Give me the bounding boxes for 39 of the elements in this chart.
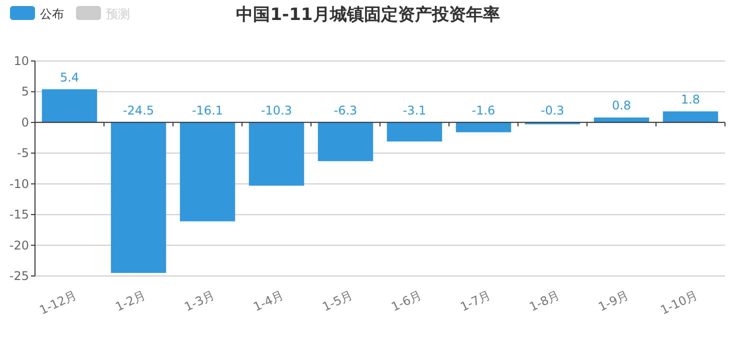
chart-title: 中国1-11月城镇固定资产投资年率 <box>236 5 500 25</box>
y-tick-label: -25 <box>9 269 29 283</box>
legend-label: 公布 <box>40 7 64 21</box>
bar <box>42 89 98 122</box>
data-label: -3.1 <box>402 103 426 118</box>
y-tick-label: -10 <box>9 176 29 191</box>
data-label: -24.5 <box>122 103 154 118</box>
bar <box>318 122 374 162</box>
data-label: -0.3 <box>540 103 564 118</box>
data-label: -6.3 <box>334 103 358 118</box>
y-tick-label: -5 <box>17 146 29 160</box>
bar <box>386 122 442 142</box>
y-tick-label: 0 <box>21 115 29 130</box>
y-tick-label: 5 <box>21 84 29 99</box>
bar <box>662 111 718 122</box>
bar <box>456 122 512 132</box>
y-tick-label: -20 <box>9 238 29 252</box>
x-tick-label: 1-10月 <box>658 288 700 318</box>
data-label: -10.3 <box>260 103 292 118</box>
x-tick-label: 1-12月 <box>37 288 79 318</box>
y-tick-label: -15 <box>9 208 29 222</box>
x-tick-label: 1-4月 <box>251 288 286 314</box>
y-tick-label: 10 <box>14 54 29 68</box>
x-tick-label: 1-5月 <box>320 288 355 314</box>
x-tick-label: 1-7月 <box>458 288 493 314</box>
x-tick-label: 1-2月 <box>113 288 148 314</box>
data-label: -16.1 <box>192 103 224 118</box>
data-label: 5.4 <box>60 70 80 84</box>
bar <box>180 122 236 222</box>
bar <box>248 122 304 186</box>
x-tick-label: 1-6月 <box>389 288 424 314</box>
data-label: 0.8 <box>612 98 632 113</box>
x-tick-label: 1-3月 <box>182 288 217 314</box>
x-tick-label: 1-9月 <box>596 288 631 314</box>
data-label: -1.6 <box>472 103 496 118</box>
bar <box>110 122 166 273</box>
x-tick-label: 1-8月 <box>527 288 562 314</box>
data-label: 1.8 <box>680 92 700 106</box>
bar <box>594 118 650 122</box>
